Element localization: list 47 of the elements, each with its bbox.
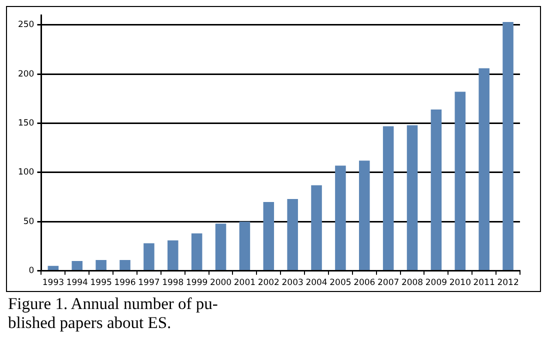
x-tick-label: 2001: [234, 278, 256, 288]
x-tick-label: 2010: [449, 278, 471, 288]
x-tick-label: 1994: [66, 278, 88, 288]
x-tick-label: 2002: [258, 278, 280, 288]
bar: [359, 160, 370, 270]
bar: [406, 125, 418, 270]
y-tick-label: 50: [23, 216, 34, 227]
bar: [48, 266, 59, 270]
bar: [454, 92, 466, 270]
x-tick-label: 2000: [210, 278, 232, 288]
caption: Figure 1. Annual number of pu-blished papers about ES.: [8, 294, 219, 332]
x-tick-label: 2009: [425, 278, 448, 288]
bar: [239, 222, 250, 270]
x-tick-label: 1993: [42, 278, 64, 288]
x-tick-label: 2003: [282, 278, 304, 288]
x-tick-label: 2007: [378, 278, 400, 288]
x-tick-label: 1999: [186, 278, 208, 288]
x-tick-label: 1997: [138, 278, 160, 288]
bar: [144, 243, 154, 270]
x-tick-label: 1995: [90, 278, 112, 288]
bar: [168, 240, 178, 270]
y-tick-label: 200: [18, 69, 34, 80]
y-tick-label: 150: [18, 118, 34, 128]
x-tick-label: 1996: [114, 278, 136, 288]
bar: [72, 260, 83, 270]
bar: [120, 260, 130, 270]
bar: [335, 166, 346, 270]
x-tick-label: 2011: [473, 278, 495, 288]
x-tick-label: 2004: [306, 278, 328, 288]
bar: [382, 126, 394, 270]
x-tick-label: 2005: [330, 278, 352, 288]
bar: [263, 202, 274, 270]
bar: [96, 260, 106, 270]
x-tick-label: 1998: [162, 278, 184, 288]
bar: [191, 233, 202, 270]
y-tick-label: 100: [18, 168, 34, 178]
bar: [311, 185, 322, 270]
bar: [215, 224, 226, 270]
bar: [478, 68, 490, 270]
y-tick-label: 0: [28, 266, 34, 276]
y-tick-label: 250: [18, 20, 34, 30]
x-tick-label: 2008: [401, 278, 424, 288]
bar: [287, 199, 298, 270]
bar: [502, 22, 514, 270]
x-tick-label: 2012: [497, 278, 519, 288]
x-tick-label: 2006: [354, 278, 376, 288]
bar: [430, 110, 442, 270]
